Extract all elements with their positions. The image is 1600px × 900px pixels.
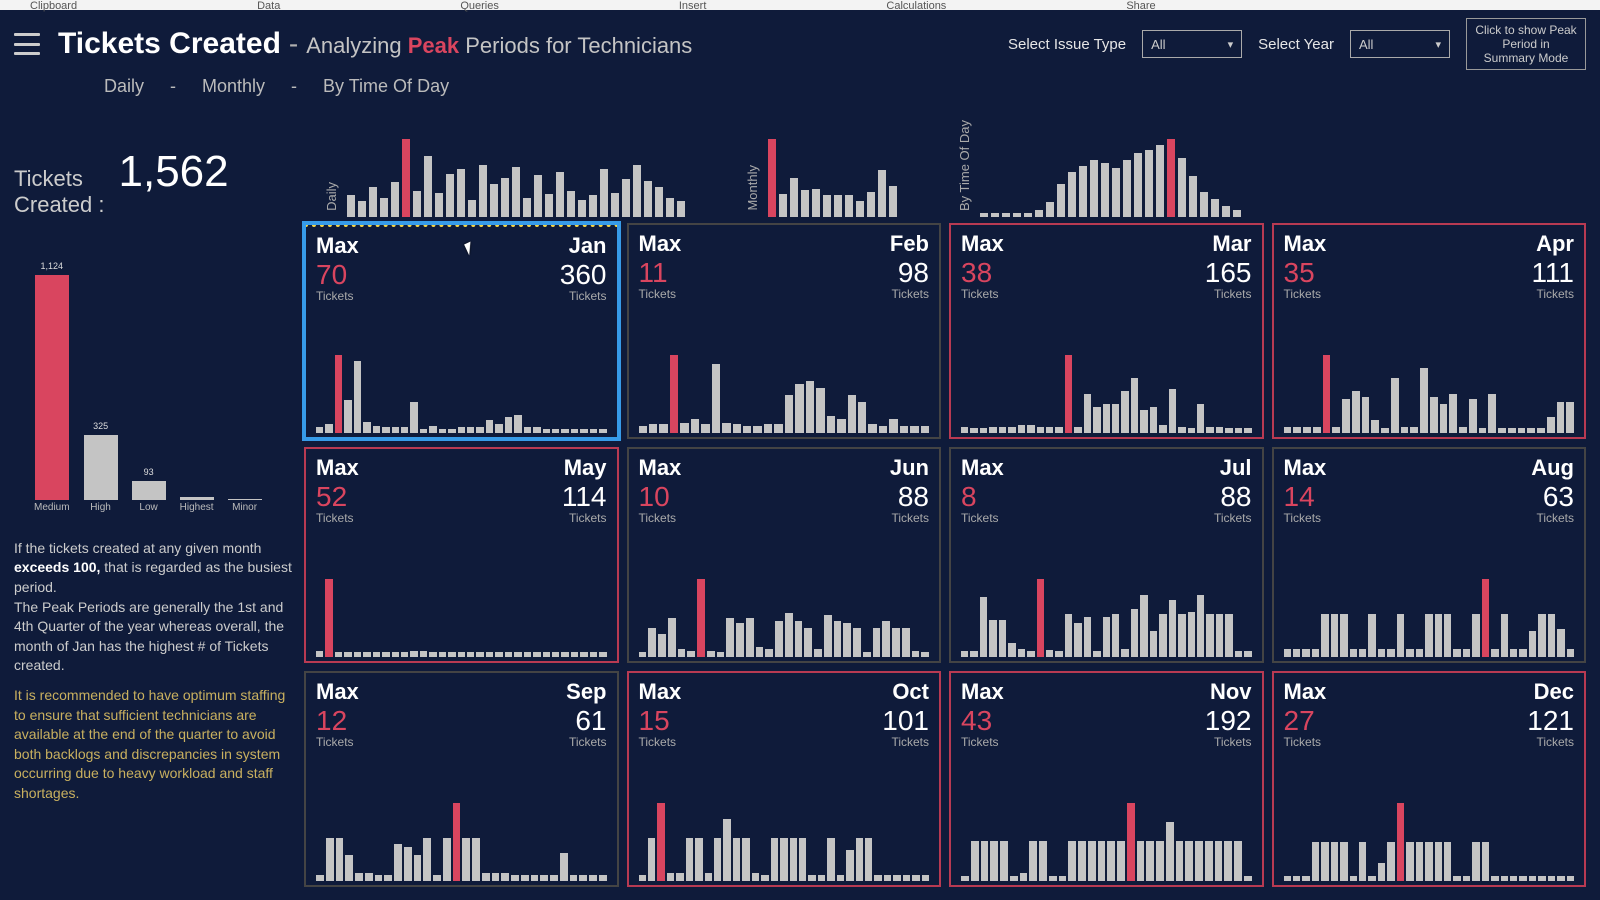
month-card-nov[interactable]: MaxNov43192TicketsTickets [949, 671, 1264, 887]
month-card-dec[interactable]: MaxDec27121TicketsTickets [1272, 671, 1587, 887]
month-card-oct[interactable]: MaxOct15101TicketsTickets [627, 671, 942, 887]
filter-year-select[interactable]: All [1350, 30, 1450, 58]
summary-mode-button[interactable]: Click to show Peak Period in Summary Mod… [1466, 18, 1586, 70]
kpi-tickets-created: TicketsCreated : 1,562 [14, 147, 294, 219]
filter-year-label: Select Year [1258, 36, 1334, 53]
month-card-jun[interactable]: MaxJun1088TicketsTickets [627, 447, 942, 663]
month-card-sep[interactable]: MaxSep1261TicketsTickets [304, 671, 619, 887]
menu-icon[interactable] [14, 33, 40, 55]
filter-issue-select[interactable]: All [1142, 30, 1242, 58]
analysis-text: If the tickets created at any given mont… [14, 539, 294, 804]
month-card-feb[interactable]: MaxFeb1198TicketsTickets [627, 223, 942, 439]
filter-issue-label: Select Issue Type [1008, 36, 1126, 53]
month-card-jul[interactable]: MaxJul888TicketsTickets [949, 447, 1264, 663]
ribbon-tabs: ClipboardDataQueries InsertCalculationsS… [0, 0, 1600, 10]
month-card-jan[interactable]: MaxJan70360TicketsTickets [304, 223, 619, 439]
page-title: Tickets Created - Analyzing Peak Periods… [58, 27, 692, 61]
mini-chart-daily[interactable]: Daily [324, 137, 685, 217]
month-card-apr[interactable]: MaxApr35111TicketsTickets [1272, 223, 1587, 439]
view-tabs: Daily - Monthly - By Time Of Day [0, 70, 1600, 107]
mini-chart-monthly[interactable]: Monthly [745, 137, 897, 217]
mini-chart-tod[interactable]: By Time Of Day [957, 120, 1241, 217]
priority-bar-chart[interactable]: 1,124Medium325High93LowHighestMinor [14, 243, 294, 513]
tab-daily[interactable]: Daily [104, 76, 144, 97]
tab-monthly[interactable]: Monthly [202, 76, 265, 97]
month-card-aug[interactable]: MaxAug1463TicketsTickets [1272, 447, 1587, 663]
month-card-mar[interactable]: MaxMar38165TicketsTickets [949, 223, 1264, 439]
tab-timeofday[interactable]: By Time Of Day [323, 76, 449, 97]
month-card-may[interactable]: MaxMay52114TicketsTickets [304, 447, 619, 663]
